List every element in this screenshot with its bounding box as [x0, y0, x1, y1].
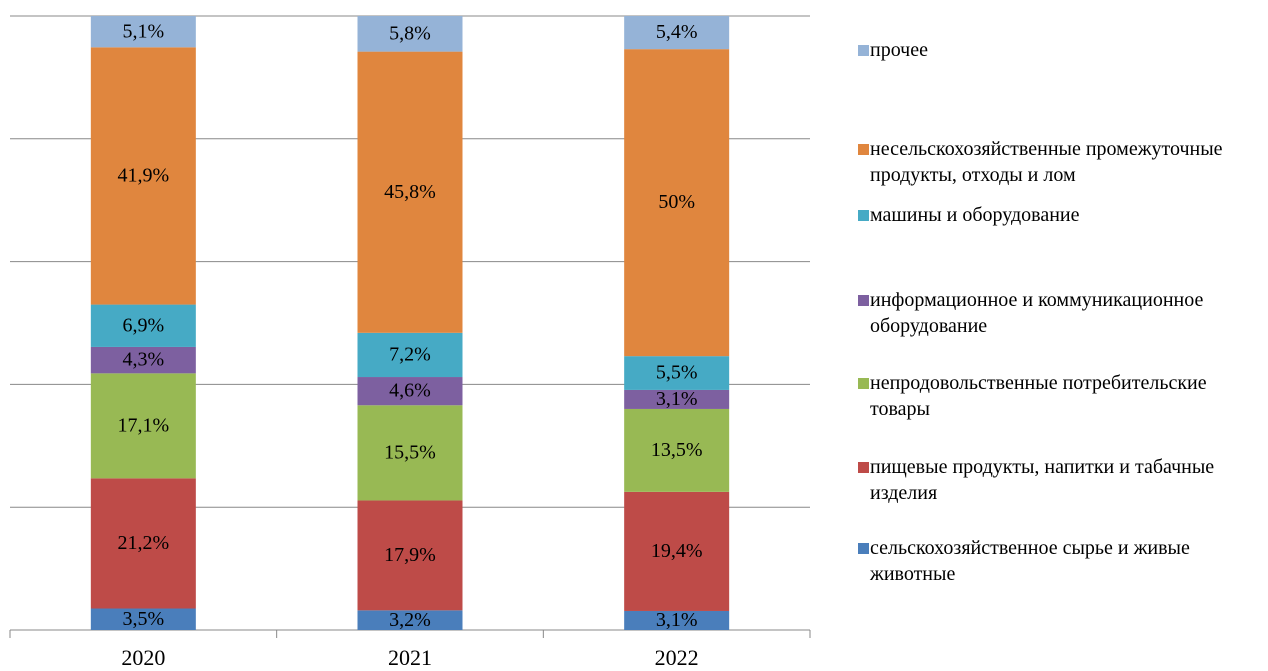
bar-segment	[624, 16, 730, 50]
legend-swatch	[858, 45, 869, 56]
value-label: 7,2%	[389, 344, 431, 366]
bar-segment	[357, 405, 463, 501]
value-label: 5,4%	[656, 21, 698, 43]
bar-segment	[357, 610, 463, 630]
value-label: 17,9%	[384, 544, 436, 566]
value-label: 4,6%	[389, 380, 431, 402]
legend-label: пищевые продукты, напитки и табачные изд…	[870, 456, 1215, 504]
bar-segment	[624, 610, 730, 630]
value-label: 19,4%	[651, 540, 703, 562]
bar-segment	[624, 49, 730, 357]
bar-segment	[357, 16, 463, 52]
value-label: 17,1%	[117, 414, 169, 436]
legend-swatch	[858, 144, 869, 155]
bar-segment	[90, 478, 196, 609]
bar-segment	[624, 356, 730, 390]
x-tick-label: 2020	[121, 645, 165, 670]
value-label: 3,1%	[656, 609, 698, 631]
x-tick-label: 2021	[388, 645, 432, 670]
legend-swatch	[858, 462, 869, 473]
x-tick-label: 2022	[655, 645, 699, 670]
bar-segment	[357, 332, 463, 378]
bar-segment	[624, 408, 730, 492]
legend-label: непродовольственные потребительские това…	[870, 372, 1207, 420]
value-label: 4,3%	[122, 349, 164, 371]
value-label: 3,1%	[656, 388, 698, 410]
value-label: 5,5%	[656, 362, 698, 384]
legend-label: прочее	[870, 39, 928, 61]
value-label: 3,5%	[122, 608, 164, 630]
value-label: 13,5%	[651, 439, 703, 461]
bar-segment	[90, 346, 196, 374]
value-label: 5,8%	[389, 22, 431, 44]
bar-segment	[90, 16, 196, 48]
legend-label: несельскохозяйственные промежуточные про…	[870, 138, 1223, 186]
legend-swatch	[858, 543, 869, 554]
bar-segment	[90, 304, 196, 347]
value-label: 15,5%	[384, 441, 436, 463]
value-label: 50%	[658, 191, 695, 213]
legend-swatch	[858, 378, 869, 389]
legend-label: сельскохозяйственное сырье и живые живот…	[870, 537, 1190, 585]
value-label: 5,1%	[122, 20, 164, 42]
value-label: 3,2%	[389, 609, 431, 631]
bar-segment	[90, 47, 196, 305]
bar-segment	[624, 389, 730, 409]
bar-segment	[357, 377, 463, 406]
legend-label: машины и оборудование	[870, 204, 1080, 226]
bar-segment	[90, 373, 196, 479]
bar-segment	[624, 491, 730, 611]
value-label: 45,8%	[384, 181, 436, 203]
bar-segment	[90, 608, 196, 630]
legend-swatch	[858, 210, 869, 221]
value-label: 6,9%	[122, 314, 164, 336]
value-label: 41,9%	[117, 165, 169, 187]
bar-segment	[357, 51, 463, 333]
value-label: 21,2%	[117, 532, 169, 554]
legend-swatch	[858, 295, 869, 306]
bar-segment	[357, 500, 463, 611]
legend-label: информационное и коммуникационное оборуд…	[870, 289, 1204, 337]
